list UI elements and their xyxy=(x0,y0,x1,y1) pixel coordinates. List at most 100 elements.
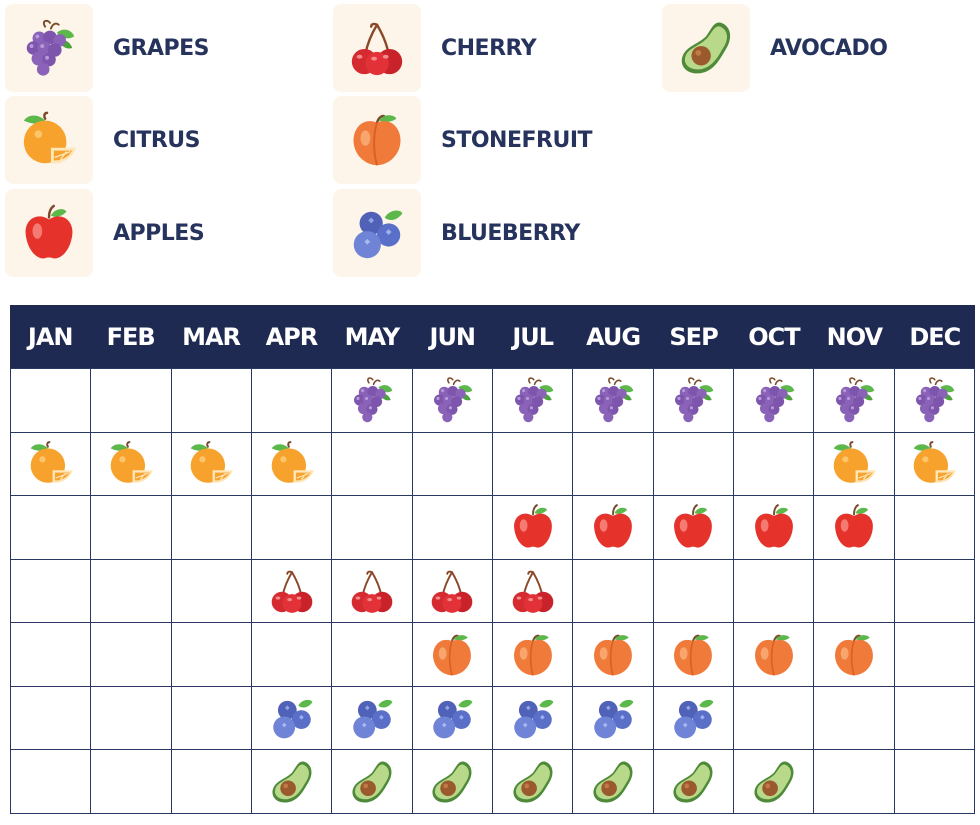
calendar-cell xyxy=(573,495,654,559)
calendar-cell xyxy=(734,495,815,559)
calendar-cell xyxy=(894,431,975,496)
calendar-cell xyxy=(252,495,333,559)
legend-label: BLUEBERRY xyxy=(441,220,580,246)
avocado-icon xyxy=(427,757,477,807)
stonefruit-icon xyxy=(749,630,799,680)
grapes-icon xyxy=(668,375,718,425)
calendar-cell xyxy=(653,685,734,750)
calendar-cell xyxy=(573,558,654,623)
calendar-cell xyxy=(91,749,172,813)
calendar-cell xyxy=(573,622,654,686)
calendar-cell xyxy=(252,558,333,623)
grapes-icon xyxy=(749,375,799,425)
calendar-cell xyxy=(894,368,975,432)
calendar-cell xyxy=(11,749,92,813)
calendar-cell xyxy=(332,622,413,686)
apple-icon xyxy=(749,502,799,552)
calendar-cell xyxy=(653,495,734,559)
calendar-cell xyxy=(11,685,92,750)
legend-item-avocado: AVOCADO xyxy=(662,4,888,92)
calendar-cell xyxy=(493,622,574,686)
calendar-cell xyxy=(11,368,92,432)
blueberry-icon xyxy=(588,693,638,743)
calendar-cell xyxy=(894,622,975,686)
legend-label: GRAPES xyxy=(113,35,210,61)
legend-item-blueberry: BLUEBERRY xyxy=(333,189,580,277)
month-header-may: MAY xyxy=(344,322,401,351)
calendar-cell xyxy=(252,368,333,432)
legend-label: STONEFRUIT xyxy=(441,127,593,153)
cherry-icon xyxy=(508,566,558,616)
month-header-jan: JAN xyxy=(27,322,74,351)
month-header-mar: MAR xyxy=(182,322,241,351)
calendar-cell xyxy=(412,685,493,750)
calendar-cell xyxy=(493,685,574,750)
calendar-cell xyxy=(653,558,734,623)
grapes-icon xyxy=(909,375,959,425)
grapes-icon xyxy=(427,375,477,425)
month-header-feb: FEB xyxy=(106,322,156,351)
legend-label: CHERRY xyxy=(441,35,537,61)
calendar-cell xyxy=(412,368,493,432)
calendar-cell xyxy=(252,622,333,686)
calendar-cell xyxy=(91,685,172,750)
cherry-icon xyxy=(427,566,477,616)
legend-item-apples: APPLES xyxy=(5,189,205,277)
calendar-cell xyxy=(252,685,333,750)
calendar-cell xyxy=(493,558,574,623)
calendar-cell xyxy=(412,749,493,813)
calendar-cell xyxy=(894,685,975,750)
apple-icon xyxy=(5,189,93,277)
legend-item-grapes: GRAPES xyxy=(5,4,210,92)
grapes-icon xyxy=(5,4,93,92)
citrus-icon xyxy=(909,439,959,489)
calendar-cell xyxy=(734,558,815,623)
calendar-cell xyxy=(171,431,252,496)
calendar-cell xyxy=(493,368,574,432)
citrus-icon xyxy=(106,439,156,489)
calendar-cell xyxy=(653,368,734,432)
calendar-cell xyxy=(91,431,172,496)
citrus-icon xyxy=(26,439,76,489)
calendar-cell xyxy=(653,749,734,813)
blueberry-icon xyxy=(427,693,477,743)
citrus-icon xyxy=(829,439,879,489)
calendar-cell xyxy=(91,495,172,559)
calendar-cell xyxy=(171,368,252,432)
calendar-cell xyxy=(171,495,252,559)
calendar-cell xyxy=(332,368,413,432)
calendar-cell xyxy=(171,685,252,750)
avocado-icon xyxy=(347,757,397,807)
month-header-nov: NOV xyxy=(826,322,883,351)
month-header-oct: OCT xyxy=(748,322,800,351)
stonefruit-icon xyxy=(588,630,638,680)
calendar-cell xyxy=(11,558,92,623)
blueberry-icon xyxy=(333,189,421,277)
avocado-icon xyxy=(662,4,750,92)
calendar-cell xyxy=(894,749,975,813)
calendar-cell xyxy=(11,495,92,559)
calendar-cell xyxy=(91,368,172,432)
calendar-cell xyxy=(252,431,333,496)
citrus-icon xyxy=(186,439,236,489)
calendar-cell xyxy=(252,749,333,813)
calendar-cell xyxy=(332,749,413,813)
calendar-cell xyxy=(412,495,493,559)
calendar-cell xyxy=(332,495,413,559)
avocado-icon xyxy=(508,757,558,807)
apple-icon xyxy=(508,502,558,552)
calendar-cell xyxy=(171,622,252,686)
calendar-cell xyxy=(91,558,172,623)
calendar-grid xyxy=(10,368,975,814)
legend-label: AVOCADO xyxy=(770,35,888,61)
blueberry-icon xyxy=(267,693,317,743)
month-header-jun: JUN xyxy=(429,322,477,351)
calendar-cell xyxy=(171,749,252,813)
calendar-cell xyxy=(573,368,654,432)
avocado-icon xyxy=(588,757,638,807)
calendar-cell xyxy=(171,558,252,623)
seasonal-calendar: JAN FEB MAR APR MAY JUN JUL AUG SEP OCT NOV DEC xyxy=(10,305,975,814)
calendar-cell xyxy=(332,558,413,623)
avocado-icon xyxy=(749,757,799,807)
calendar-cell xyxy=(573,431,654,496)
